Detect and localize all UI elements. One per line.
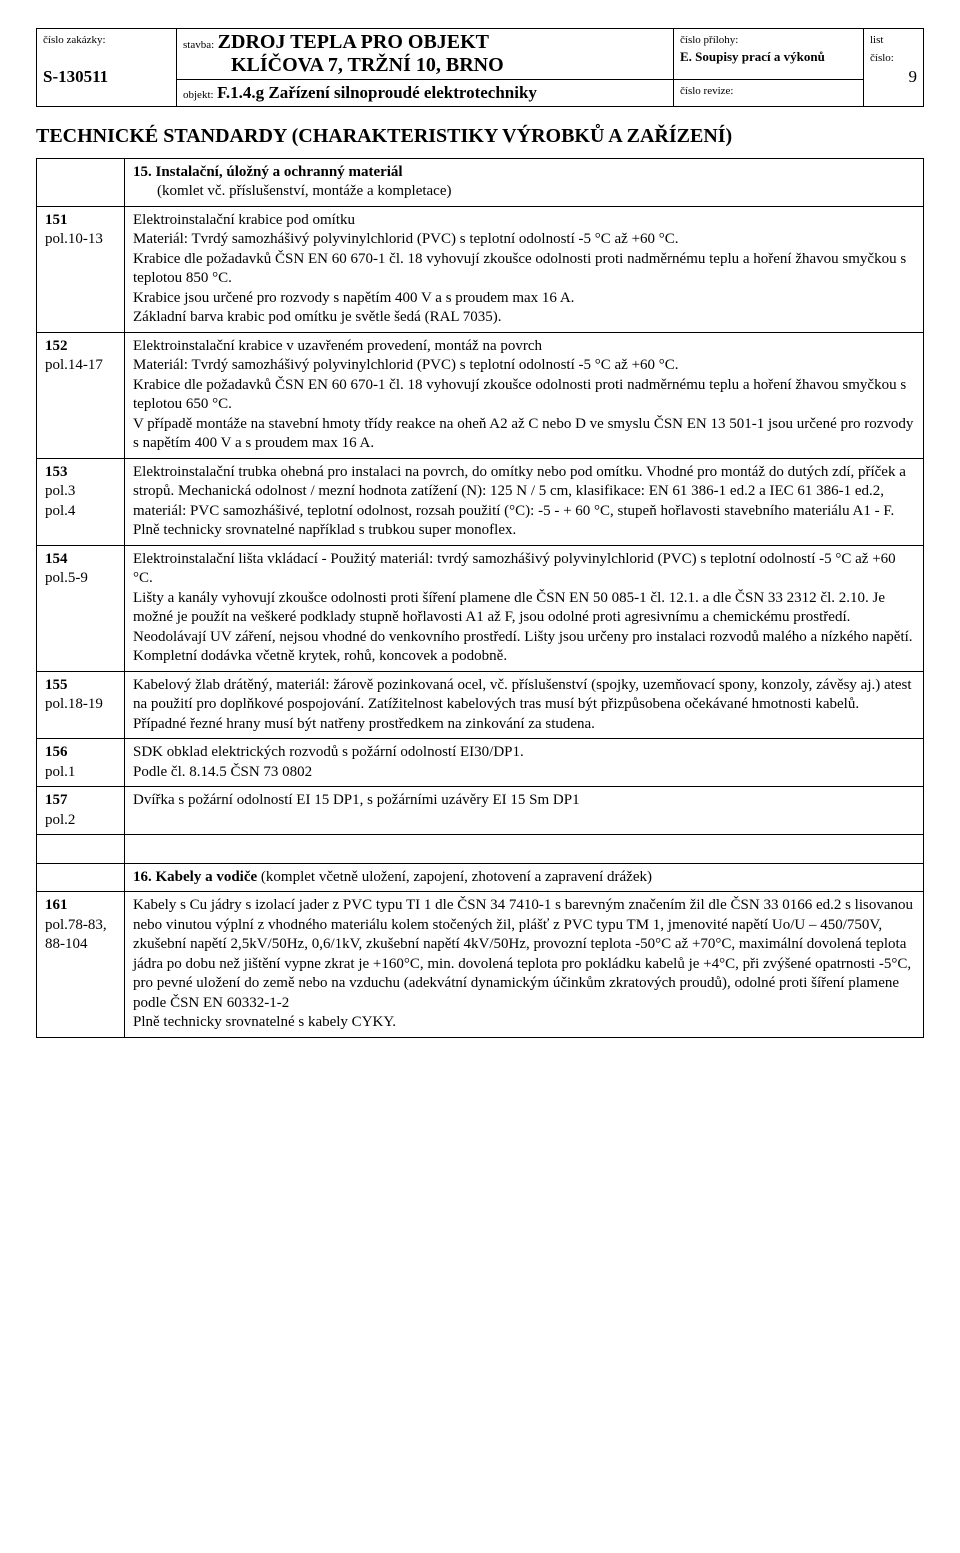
spacer-row bbox=[37, 835, 924, 864]
label-prilohy: číslo přílohy: bbox=[680, 34, 738, 46]
ref-155-pol: pol.18-19 bbox=[45, 696, 103, 712]
ref-153-pol2: pol.4 bbox=[45, 503, 75, 519]
body-151: Elektroinstalační krabice pod omítku Mat… bbox=[125, 206, 924, 332]
ref-154-pol: pol.5-9 bbox=[45, 570, 88, 586]
ref-161-pol2: 88-104 bbox=[45, 936, 88, 952]
row-156: 156 pol.1 SDK obklad elektrických rozvod… bbox=[37, 739, 924, 787]
ref-157-pol: pol.2 bbox=[45, 812, 75, 828]
ref-155: 155 pol.18-19 bbox=[37, 671, 125, 739]
standards-table: 15. Instalační, úložný a ochranný materi… bbox=[36, 158, 924, 1038]
attachment-cell: číslo přílohy: E. Soupisy prací a výkonů bbox=[674, 29, 864, 80]
title-line1: ZDROJ TEPLA PRO OBJEKT bbox=[218, 31, 489, 53]
label-stavba: stavba: bbox=[183, 39, 214, 51]
row-152: 152 pol.14-17 Elektroinstalační krabice … bbox=[37, 332, 924, 458]
order-cell: číslo zakázky: S-130511 bbox=[37, 29, 177, 107]
ref-161-num: 161 bbox=[45, 897, 68, 913]
row-155: 155 pol.18-19 Kabelový žlab drátěný, mat… bbox=[37, 671, 924, 739]
ref-153-pol1: pol.3 bbox=[45, 483, 75, 499]
label-list: list bbox=[870, 34, 883, 46]
block15-heading-row: 15. Instalační, úložný a ochranný materi… bbox=[37, 158, 924, 206]
body-154: Elektroinstalační lišta vkládací - Použi… bbox=[125, 545, 924, 671]
empty-ref bbox=[37, 158, 125, 206]
label-revize: číslo revize: bbox=[680, 85, 733, 97]
block16-heading-row: 16. Kabely a vodiče (komplet včetně ulož… bbox=[37, 863, 924, 892]
row-154: 154 pol.5-9 Elektroinstalační lišta vklá… bbox=[37, 545, 924, 671]
ref-156-pol: pol.1 bbox=[45, 764, 75, 780]
ref-161: 161 pol.78-83, 88-104 bbox=[37, 892, 125, 1038]
ref-152: 152 pol.14-17 bbox=[37, 332, 125, 458]
body-157: Dvířka s požární odolností EI 15 DP1, s … bbox=[125, 787, 924, 835]
prilohy: E. Soupisy prací a výkonů bbox=[680, 49, 825, 64]
order-no: S-130511 bbox=[43, 67, 108, 86]
objekt: F.1.4.g Zařízení silnoproudé elektrotech… bbox=[217, 83, 537, 102]
ref-154: 154 pol.5-9 bbox=[37, 545, 125, 671]
ref-152-num: 152 bbox=[45, 338, 68, 354]
row-151: 151 pol.10-13 Elektroinstalační krabice … bbox=[37, 206, 924, 332]
ref-157: 157 pol.2 bbox=[37, 787, 125, 835]
row-161: 161 pol.78-83, 88-104 Kabely s Cu jádry … bbox=[37, 892, 924, 1038]
ref-152-pol: pol.14-17 bbox=[45, 357, 103, 373]
block15-title: 15. Instalační, úložný a ochranný materi… bbox=[133, 164, 403, 180]
spacer-body bbox=[125, 835, 924, 864]
ref-151-pol: pol.10-13 bbox=[45, 231, 103, 247]
ref-161-pol1: pol.78-83, bbox=[45, 917, 107, 933]
body-155: Kabelový žlab drátěný, materiál: žárově … bbox=[125, 671, 924, 739]
ref-153-num: 153 bbox=[45, 464, 68, 480]
title-line2: KLÍČOVA 7, TRŽNÍ 10, BRNO bbox=[231, 54, 504, 76]
body-156: SDK obklad elektrických rozvodů s požárn… bbox=[125, 739, 924, 787]
pagenum-cell: list číslo: 9 bbox=[864, 29, 924, 107]
block15-sub: (komlet vč. příslušenství, montáže a kom… bbox=[133, 182, 915, 202]
section-title: TECHNICKÉ STANDARDY (CHARAKTERISTIKY VÝR… bbox=[36, 125, 924, 148]
block15-heading: 15. Instalační, úložný a ochranný materi… bbox=[125, 158, 924, 206]
page: číslo zakázky: S-130511 stavba: ZDROJ TE… bbox=[0, 0, 960, 1066]
title-cell: stavba: ZDROJ TEPLA PRO OBJEKT KLÍČOVA 7… bbox=[177, 29, 674, 80]
objekt-cell: objekt: F.1.4.g Zařízení silnoproudé ele… bbox=[177, 80, 674, 107]
ref-156: 156 pol.1 bbox=[37, 739, 125, 787]
body-152: Elektroinstalační krabice v uzavřeném pr… bbox=[125, 332, 924, 458]
label-cislo: číslo: bbox=[870, 52, 894, 64]
revision-cell: číslo revize: bbox=[674, 80, 864, 107]
row-153: 153 pol.3 pol.4 Elektroinstalační trubka… bbox=[37, 458, 924, 545]
label-objekt: objekt: bbox=[183, 89, 214, 101]
ref-155-num: 155 bbox=[45, 677, 68, 693]
ref-151: 151 pol.10-13 bbox=[37, 206, 125, 332]
block16-title-bold: 16. Kabely a vodiče bbox=[133, 869, 257, 885]
ref-154-num: 154 bbox=[45, 551, 68, 567]
body-153: Elektroinstalační trubka ohebná pro inst… bbox=[125, 458, 924, 545]
row-157: 157 pol.2 Dvířka s požární odolností EI … bbox=[37, 787, 924, 835]
block16-title-rest: (komplet včetně uložení, zapojení, zhoto… bbox=[257, 869, 652, 885]
page-no: 9 bbox=[870, 66, 917, 87]
ref-153: 153 pol.3 pol.4 bbox=[37, 458, 125, 545]
spacer-ref bbox=[37, 835, 125, 864]
body-161: Kabely s Cu jádry s izolací jader z PVC … bbox=[125, 892, 924, 1038]
empty-ref-16 bbox=[37, 863, 125, 892]
block16-heading: 16. Kabely a vodiče (komplet včetně ulož… bbox=[125, 863, 924, 892]
ref-151-num: 151 bbox=[45, 212, 68, 228]
ref-156-num: 156 bbox=[45, 744, 68, 760]
header-table: číslo zakázky: S-130511 stavba: ZDROJ TE… bbox=[36, 28, 924, 107]
ref-157-num: 157 bbox=[45, 792, 68, 808]
label-order: číslo zakázky: bbox=[43, 34, 106, 46]
